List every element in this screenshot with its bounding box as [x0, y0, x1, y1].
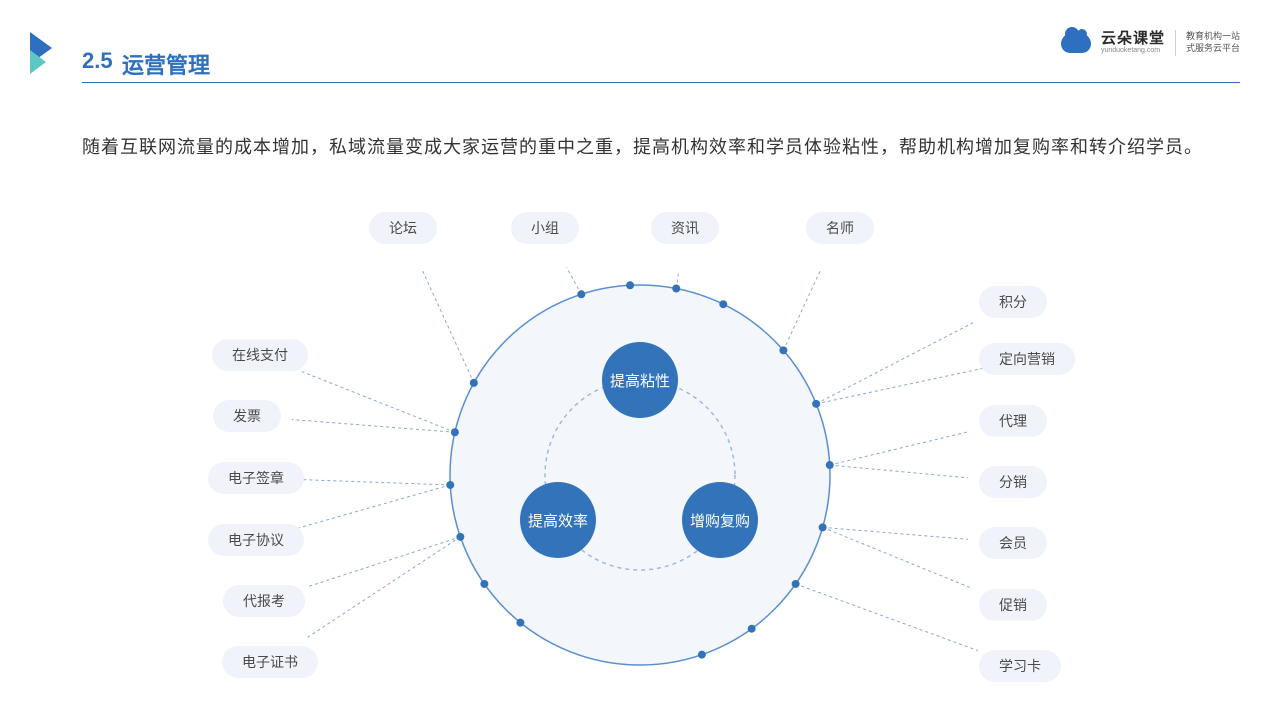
outer-pill-ecert: 电子证书 — [222, 646, 318, 678]
outer-pill-promo: 促销 — [979, 589, 1047, 621]
outer-pill-distribute: 分销 — [979, 466, 1047, 498]
center-node-stickiness: 提高粘性 — [602, 342, 678, 418]
outer-pill-studycard: 学习卡 — [979, 650, 1061, 682]
outer-pill-targetmkt: 定向营销 — [979, 343, 1075, 375]
body-paragraph: 随着互联网流量的成本增加，私域流量变成大家运营的重中之重，提高机构效率和学员体验… — [82, 130, 1220, 164]
outer-pill-forum: 论坛 — [369, 212, 437, 244]
section-number: 2.5 — [82, 48, 113, 74]
outer-pill-news: 资讯 — [651, 212, 719, 244]
brand-block: 云朵课堂 yunduoketang.com 教育机构一站 式服务云平台 — [1061, 30, 1240, 56]
brand-tagline: 教育机构一站 式服务云平台 — [1186, 31, 1240, 54]
outer-pill-invoice: 发票 — [213, 400, 281, 432]
outer-pill-pay: 在线支付 — [212, 339, 308, 371]
cloud-icon — [1061, 33, 1091, 53]
outer-pill-esign: 电子签章 — [208, 462, 304, 494]
outer-pill-eagree: 电子协议 — [208, 524, 304, 556]
brand-name: 云朵课堂 — [1101, 31, 1165, 48]
outer-pill-group: 小组 — [511, 212, 579, 244]
outer-pill-teacher: 名师 — [806, 212, 874, 244]
section-title: 运营管理 — [122, 48, 210, 80]
brand-divider — [1175, 30, 1176, 56]
outer-pill-proxyexam: 代报考 — [223, 585, 305, 617]
outer-pill-member: 会员 — [979, 527, 1047, 559]
header-rule — [82, 82, 1240, 83]
operations-diagram: 论坛 小组 资讯 名师在线支付发票电子签章电子协议代报考电子证书 积分定向营销代理分销会… — [0, 200, 1280, 720]
center-node-repurchase: 增购复购 — [682, 482, 758, 558]
diagram-svg — [0, 200, 1280, 720]
outer-pill-points: 积分 — [979, 286, 1047, 318]
brand-url: yunduoketang.com — [1101, 47, 1165, 55]
outer-pill-agent: 代理 — [979, 405, 1047, 437]
center-node-efficiency: 提高效率 — [520, 482, 596, 558]
